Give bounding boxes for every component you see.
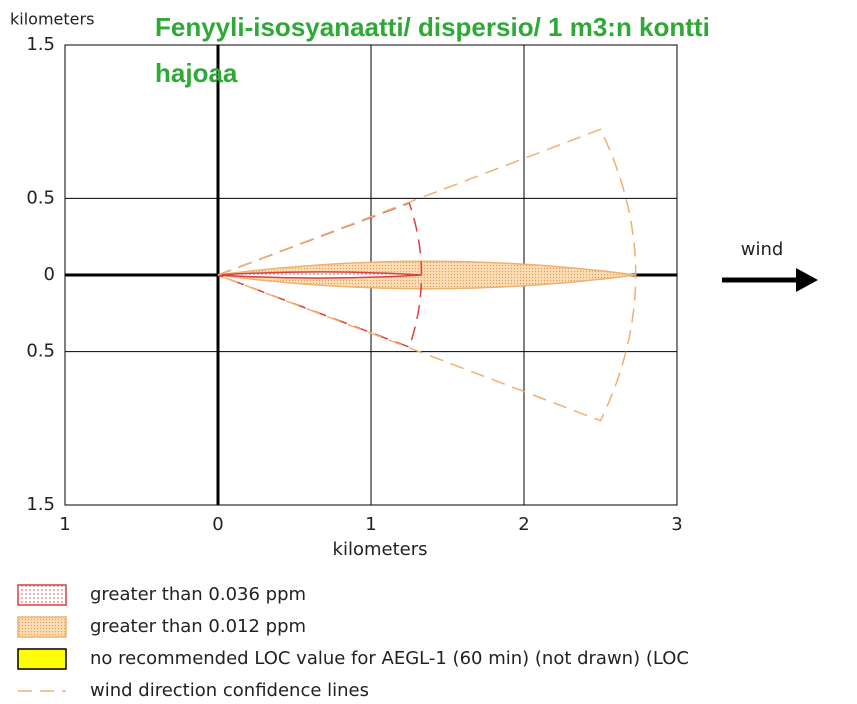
x-tick-label: 2	[518, 514, 529, 535]
legend-swatch	[17, 584, 67, 606]
confidence-line	[217, 128, 637, 422]
y-tick-label: 0.5	[26, 341, 55, 362]
x-tick-label: 0	[212, 514, 223, 535]
legend-swatch	[17, 616, 67, 638]
legend-label: wind direction confidence lines	[90, 680, 369, 701]
x-tick-label: 1	[365, 514, 376, 535]
y-tick-label: 0.5	[26, 187, 55, 208]
confidence-line	[217, 201, 423, 349]
y-tick-label: 1.5	[26, 34, 55, 55]
threat-zone	[217, 271, 422, 279]
chart-title: Fenyyli-isosyanaatti/ dispersio/ 1 m3:n …	[155, 12, 710, 88]
y-axis-label: kilometers	[10, 10, 94, 29]
y-tick-label: 1.5	[26, 494, 55, 515]
legend-label: no recommended LOC value for AEGL-1 (60 …	[90, 648, 689, 669]
legend-label: greater than 0.036 ppm	[90, 584, 306, 605]
legend-swatch	[17, 648, 67, 670]
x-axis-label: kilometers	[333, 539, 428, 560]
wind-label: wind	[741, 239, 784, 260]
wind-arrowhead	[796, 268, 818, 292]
y-tick-label: 0	[44, 264, 55, 285]
legend-label: greater than 0.012 ppm	[90, 616, 306, 637]
x-tick-label: 1	[59, 514, 70, 535]
x-tick-label: 3	[671, 514, 682, 535]
